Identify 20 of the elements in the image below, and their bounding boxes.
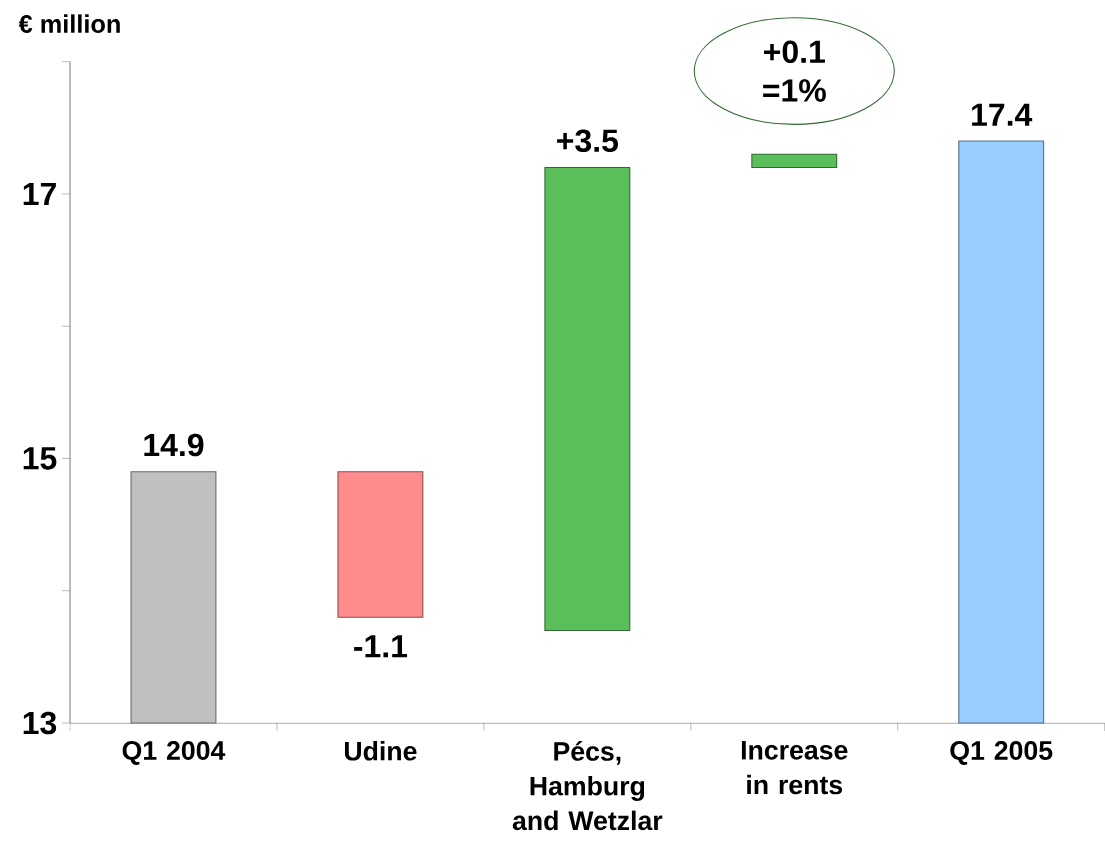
y-tick-label: 13: [23, 711, 57, 735]
x-tick-label: Pécs, Hamburg and Wetzlar: [512, 741, 663, 831]
bar: [958, 140, 1045, 724]
data-label: +3.5: [557, 129, 619, 153]
y-tick-label: 15: [23, 447, 57, 470]
bar: [751, 153, 838, 169]
y-tick-label: 17: [23, 182, 56, 205]
x-tick-label: Increase in rents: [741, 741, 848, 795]
y-axis-title: € million: [18, 14, 120, 33]
data-label: 17.4: [972, 103, 1033, 126]
x-tick-label: Q1 2004: [122, 741, 226, 765]
bar: [337, 471, 424, 618]
x-tick-label: Udine: [344, 741, 417, 761]
data-label: +0.1: [764, 40, 825, 64]
x-tick-label: Q1 2005: [950, 741, 1053, 765]
annotation: =1%: [763, 79, 826, 102]
data-label: -1.1: [354, 635, 408, 658]
data-label: 14.9: [144, 433, 204, 457]
bar: [130, 471, 217, 724]
bar: [544, 166, 631, 631]
